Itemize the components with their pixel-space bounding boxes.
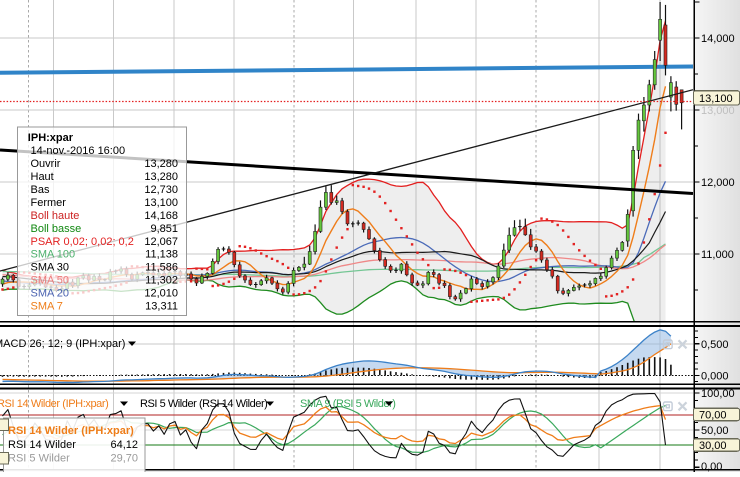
- svg-text:RSI 14 Wilder: RSI 14 Wilder: [8, 439, 76, 451]
- svg-text:MACD 26; 12; 9 (IPH:xpar): MACD 26; 12; 9 (IPH:xpar): [0, 338, 125, 350]
- svg-text:Boll haute: Boll haute: [31, 210, 80, 222]
- svg-text:12,067: 12,067: [144, 236, 178, 248]
- svg-text:14,168: 14,168: [144, 210, 178, 222]
- svg-text:RSI 14 Wilder (IPH:xpar): RSI 14 Wilder (IPH:xpar): [0, 398, 108, 410]
- svg-text:12,000: 12,000: [701, 177, 735, 189]
- svg-text:SMA 20: SMA 20: [31, 288, 70, 300]
- svg-text:SMA 9 (RSI 5 Wilder): SMA 9 (RSI 5 Wilder): [300, 398, 396, 410]
- svg-text:11,138: 11,138: [145, 249, 178, 261]
- svg-text:14,000: 14,000: [701, 33, 735, 45]
- svg-text:0,500: 0,500: [701, 339, 729, 351]
- svg-text:50,00: 50,00: [701, 425, 729, 437]
- svg-text:13,280: 13,280: [144, 158, 178, 170]
- svg-text:RSI 14 Wilder (IPH:xpar): RSI 14 Wilder (IPH:xpar): [8, 425, 134, 437]
- svg-text:29,70: 29,70: [110, 453, 138, 465]
- svg-text:SMA 7: SMA 7: [31, 301, 63, 313]
- svg-text:11,586: 11,586: [145, 262, 178, 274]
- svg-text:13,100: 13,100: [144, 197, 178, 209]
- svg-text:12,010: 12,010: [144, 288, 178, 300]
- svg-text:Bas: Bas: [31, 184, 50, 196]
- svg-text:Boll basse: Boll basse: [31, 223, 82, 235]
- svg-text:13,311: 13,311: [145, 301, 178, 313]
- svg-text:SMA 30: SMA 30: [31, 262, 70, 274]
- svg-text:64,12: 64,12: [110, 439, 138, 451]
- svg-text:Fermer: Fermer: [31, 197, 67, 209]
- svg-text:0,00: 0,00: [701, 461, 722, 472]
- svg-text:100,00: 100,00: [701, 388, 735, 400]
- svg-text:30,00: 30,00: [699, 440, 727, 452]
- svg-text:11,000: 11,000: [701, 249, 734, 261]
- svg-text:RSI 5 Wilder (RSI 14 Wilder): RSI 5 Wilder (RSI 14 Wilder): [140, 398, 267, 410]
- svg-text:RSI 5 Wilder: RSI 5 Wilder: [8, 453, 70, 465]
- svg-text:SMA 50: SMA 50: [31, 275, 70, 287]
- svg-text:IPH:xpar: IPH:xpar: [28, 132, 74, 144]
- svg-text:Haut: Haut: [31, 171, 54, 183]
- svg-text:Ouvrir: Ouvrir: [31, 158, 61, 170]
- svg-text:13,100: 13,100: [699, 93, 733, 105]
- svg-text:13,280: 13,280: [144, 171, 178, 183]
- svg-text:14-nov.-2016 16:00: 14-nov.-2016 16:00: [31, 145, 126, 157]
- svg-text:12,730: 12,730: [144, 184, 178, 196]
- svg-text:0,000: 0,000: [701, 370, 729, 382]
- svg-text:SMA 100: SMA 100: [31, 249, 76, 261]
- svg-text:PSAR 0,02; 0,02; 0,2: PSAR 0,02; 0,02; 0,2: [31, 236, 134, 248]
- svg-text:9,851: 9,851: [150, 223, 178, 235]
- svg-text:11,302: 11,302: [145, 275, 178, 287]
- svg-text:13,000: 13,000: [701, 105, 735, 117]
- svg-text:70,00: 70,00: [699, 410, 727, 422]
